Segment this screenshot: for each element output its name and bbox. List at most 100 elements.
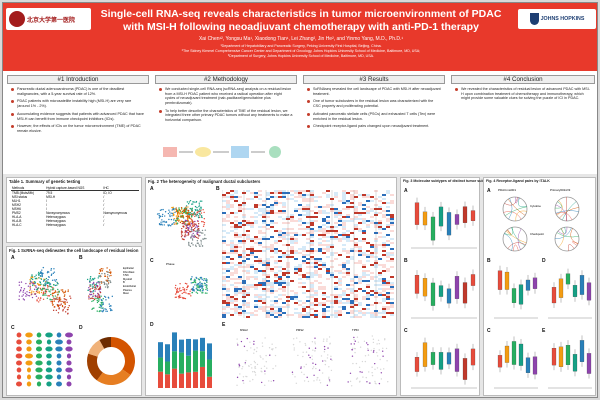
heatmap-cell: [378, 200, 382, 202]
point: [45, 290, 48, 293]
heatmap-cell: [246, 250, 250, 252]
bullet-item: We revealed the characteristics of resid…: [455, 87, 590, 101]
point: [110, 274, 112, 277]
heatmap-cell: [234, 228, 238, 230]
heatmap-cell: [258, 278, 262, 280]
heatmap-cell: [342, 272, 346, 274]
point: [32, 281, 34, 284]
point: [40, 278, 43, 280]
heatmap-cell: [294, 300, 298, 302]
heatmap-cell: [246, 238, 250, 240]
point: [99, 288, 102, 290]
heatmap-cell: [386, 284, 390, 286]
heatmap-cell: [226, 246, 230, 248]
circos-link: [570, 228, 579, 245]
phase-umap: [174, 276, 209, 300]
heatmap-cell: [298, 280, 302, 282]
table-cell: /: [103, 219, 105, 223]
box: [414, 202, 420, 225]
point: [89, 279, 91, 281]
heatmap-cell: [326, 248, 330, 250]
box: [586, 282, 592, 301]
heatmap-cell: [390, 218, 394, 220]
heatmap-cell: [318, 236, 322, 238]
point: [353, 336, 355, 339]
point: [164, 211, 167, 213]
point: [102, 303, 104, 306]
point: [376, 367, 379, 369]
heatmap-cell: [302, 256, 306, 258]
heatmap-cell: [386, 202, 390, 204]
heatmap-cell: [346, 200, 350, 202]
heatmap-cell: [318, 208, 322, 210]
heatmap-cell: [238, 256, 242, 258]
bullet-item: However, the effects of ICIs on the tumo…: [11, 124, 145, 133]
point: [196, 211, 199, 213]
heatmap-cell: [378, 246, 382, 248]
heatmap-cell: [334, 202, 338, 204]
heatmap-cell: [290, 258, 294, 260]
point: [31, 293, 33, 296]
point: [183, 288, 186, 290]
point: [105, 299, 107, 301]
heatmap-cell: [350, 218, 354, 220]
heatmap-cell: [230, 264, 234, 266]
heatmap-cell: [294, 190, 298, 192]
point: [198, 279, 201, 281]
heatmap-cell: [390, 248, 394, 250]
heatmap-cell: [318, 246, 322, 248]
heatmap-cell: [314, 190, 318, 192]
stacked-bars: [158, 332, 212, 388]
heatmap-cell: [386, 316, 390, 318]
analysis-icon: [269, 146, 281, 158]
heatmap-cell: [294, 226, 298, 228]
heatmap-cell: [294, 202, 298, 204]
heatmap-cell: [278, 194, 282, 196]
heatmap-cell: [226, 228, 230, 230]
heatmap-cell: [254, 316, 258, 318]
heatmap-cell: [294, 244, 298, 246]
heatmap-cell: [386, 290, 390, 292]
point: [254, 371, 256, 374]
point: [56, 282, 59, 285]
legend-item: B: [123, 281, 125, 285]
heatmap-cell: [318, 256, 322, 258]
heatmap-cell: [350, 252, 354, 254]
heatmap-cell: [346, 240, 350, 242]
heatmap-cell: [362, 268, 366, 270]
heatmap-cell: [314, 226, 318, 228]
heatmap-cell: [318, 190, 322, 192]
heatmap-cell: [274, 228, 278, 230]
heatmap-cell: [354, 268, 358, 270]
heatmap-cell: [222, 194, 226, 196]
point: [43, 291, 45, 293]
heatmap-cell: [250, 268, 254, 270]
heatmap-cell: [362, 310, 366, 312]
point: [168, 218, 170, 221]
heatmap-cell: [258, 200, 262, 202]
heatmap-cell: [350, 220, 354, 222]
heatmap-cell: [222, 286, 226, 288]
heatmap-cell: [342, 312, 346, 314]
heatmap-cell: [274, 288, 278, 290]
heatmap-cell: [226, 284, 230, 286]
heatmap-cell: [258, 216, 262, 218]
point: [88, 287, 90, 289]
heatmap-cell: [370, 300, 374, 302]
heatmap-cell: [226, 254, 230, 256]
point: [52, 294, 54, 297]
violin: [35, 346, 43, 352]
box: [454, 348, 460, 372]
heatmap-cell: [334, 256, 338, 258]
point: [195, 201, 197, 203]
heatmap-cell: [314, 282, 318, 284]
point: [359, 346, 362, 348]
heatmap-cell: [250, 292, 254, 294]
heatmap-cell: [302, 314, 306, 316]
heatmap-cell: [274, 302, 278, 304]
point: [191, 236, 193, 238]
heatmap-cell: [274, 310, 278, 312]
heatmap-cell: [362, 244, 366, 246]
heatmap-cell: [266, 300, 270, 302]
heatmap-cell: [386, 288, 390, 290]
